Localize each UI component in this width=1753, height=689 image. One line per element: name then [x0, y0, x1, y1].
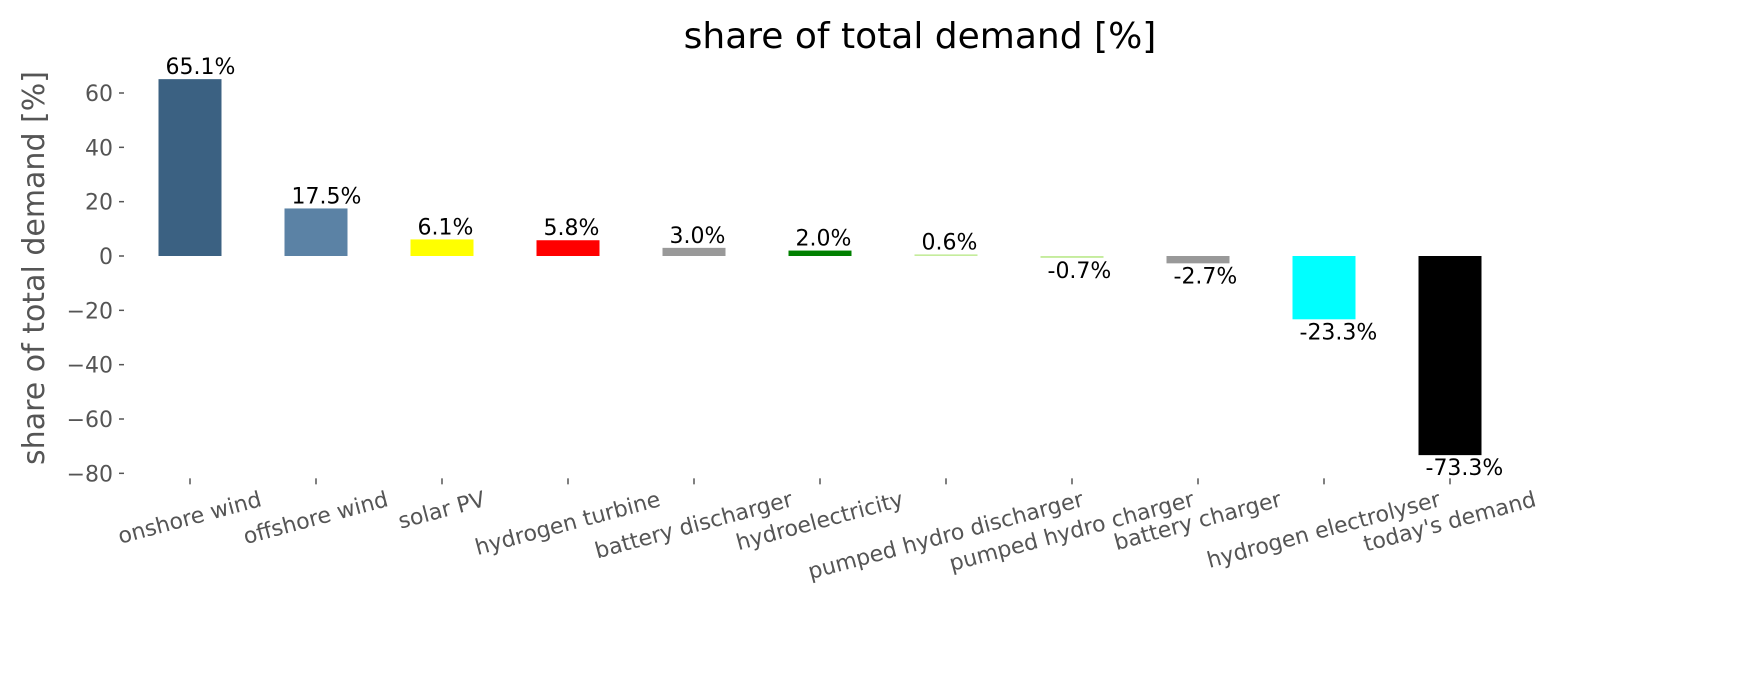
y-tick-label: −80: [67, 462, 113, 487]
y-tick-label: −60: [67, 408, 113, 433]
bar: [914, 254, 978, 256]
x-tick-label: offshore wind: [241, 487, 391, 550]
chart-title: share of total demand [%]: [684, 16, 1157, 57]
value-label: 3.0%: [670, 224, 726, 249]
bar: [1418, 256, 1482, 456]
value-label: -73.3%: [1426, 456, 1504, 481]
y-tick-label: 40: [85, 136, 113, 161]
bar: [1292, 256, 1356, 320]
bar: [158, 79, 222, 257]
value-label: 6.1%: [418, 215, 474, 240]
y-tick-label: −40: [67, 354, 113, 379]
y-tick-label: −20: [67, 299, 113, 324]
value-label: 5.8%: [544, 216, 600, 241]
value-label: 2.0%: [796, 227, 852, 252]
value-label: 65.1%: [166, 55, 236, 80]
value-label: 0.6%: [922, 230, 978, 255]
bar: [536, 240, 600, 256]
bar: [1040, 256, 1104, 258]
x-tick-label: solar PV: [396, 487, 488, 534]
value-label: -0.7%: [1048, 259, 1112, 284]
y-tick-label: 20: [85, 191, 113, 216]
bar: [284, 208, 348, 256]
value-label: 17.5%: [292, 184, 362, 209]
y-tick-label: 0: [99, 245, 113, 270]
y-tick-label: 60: [85, 82, 113, 107]
bar: [788, 250, 852, 256]
x-tick-label: onshore wind: [115, 487, 264, 549]
bar: [662, 247, 726, 256]
value-label: -2.7%: [1174, 264, 1238, 289]
value-label: -23.3%: [1300, 320, 1378, 345]
bar: [410, 239, 474, 256]
y-axis-label: share of total demand [%]: [17, 71, 52, 465]
bar: [1166, 256, 1230, 264]
